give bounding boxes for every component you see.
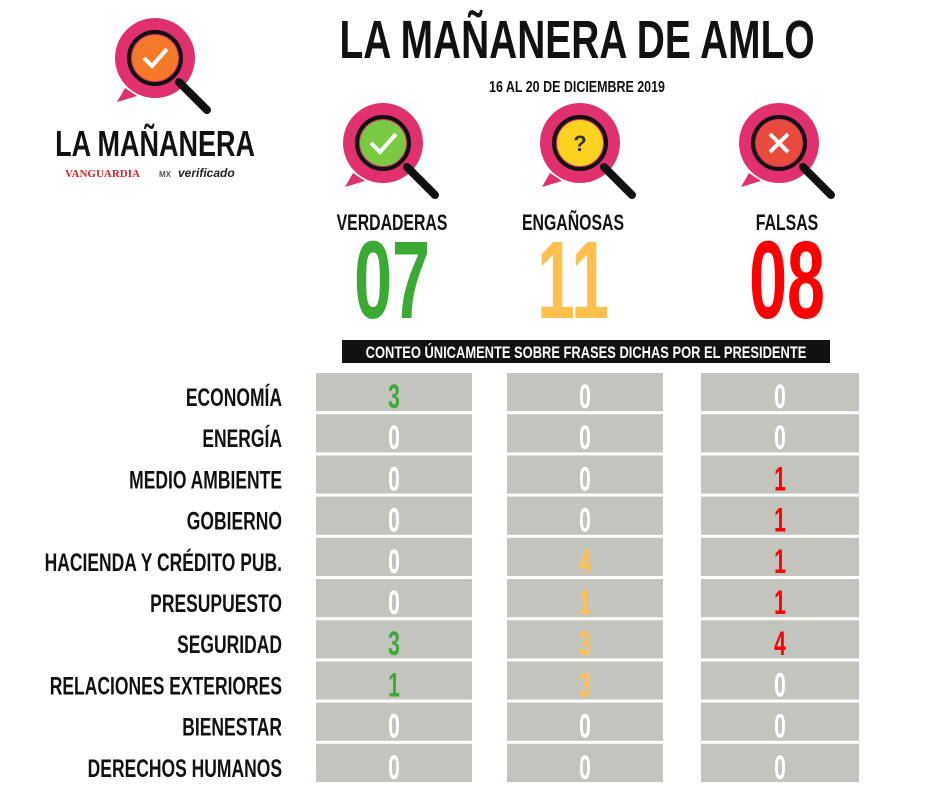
- column-count: 08: [749, 219, 825, 342]
- cell-value: 0: [388, 542, 400, 580]
- cell-value: 1: [774, 459, 786, 497]
- cell: [507, 620, 663, 659]
- cell: [701, 537, 859, 576]
- cell-value: 3: [388, 624, 400, 662]
- title: LA MAÑANERA DE AMLO: [339, 9, 814, 70]
- cell: [316, 620, 472, 659]
- cell: [507, 373, 663, 412]
- logo-name: LA MAÑANERA: [55, 123, 255, 164]
- cell-value: 1: [774, 500, 786, 538]
- cell-value: 0: [579, 748, 591, 786]
- cell: [701, 414, 859, 453]
- cell-value: 0: [579, 377, 591, 415]
- row-label: MEDIO AMBIENTE: [129, 465, 282, 494]
- cell-value: 4: [579, 542, 591, 580]
- cell-value: 0: [388, 500, 400, 538]
- row-label: GOBIERNO: [187, 506, 282, 535]
- logo-icon: [115, 18, 207, 110]
- true-icon: [343, 103, 435, 195]
- row-label: BIENESTAR: [182, 712, 282, 741]
- cell: [316, 414, 472, 453]
- row-label: ECONOMÍA: [186, 383, 282, 412]
- cell: [507, 414, 663, 453]
- cell: [701, 455, 859, 494]
- cell: [507, 661, 663, 700]
- cell: [701, 743, 859, 782]
- cell: [316, 661, 472, 700]
- column-label: VERDADERAS: [337, 212, 448, 236]
- cell: [316, 455, 472, 494]
- cell-value: 0: [774, 418, 786, 456]
- row-label: SEGURIDAD: [177, 630, 282, 659]
- cell-value: 0: [579, 418, 591, 456]
- cell-value: 1: [774, 542, 786, 580]
- column-label: ENGAÑOSAS: [522, 210, 624, 235]
- subtitle: 16 AL 20 DE DICIEMBRE 2019: [489, 79, 665, 97]
- svg-text:?: ?: [573, 131, 586, 156]
- cell: [507, 579, 663, 618]
- cell: [701, 496, 859, 535]
- cell-value: 1: [579, 583, 591, 621]
- cell-value: 0: [774, 748, 786, 786]
- cell-value: 0: [774, 706, 786, 744]
- cell-value: 0: [774, 377, 786, 415]
- cell-value: 3: [579, 665, 591, 703]
- brand-suffix: MX: [159, 170, 172, 179]
- cell: [316, 702, 472, 741]
- cell: [701, 702, 859, 741]
- cell: [701, 620, 859, 659]
- cell-value: 0: [579, 706, 591, 744]
- cell: [701, 579, 859, 618]
- cell-value: 0: [388, 459, 400, 497]
- cell: [507, 537, 663, 576]
- cell-value: 3: [388, 377, 400, 415]
- cell: [507, 455, 663, 494]
- cell-value: 3: [579, 624, 591, 662]
- row-label: RELACIONES EXTERIORES: [50, 671, 282, 700]
- partner: verificado: [178, 166, 235, 180]
- cell: [701, 373, 859, 412]
- cell: [316, 373, 472, 412]
- column-count: 07: [354, 219, 430, 342]
- cell-value: 0: [579, 459, 591, 497]
- cell: [507, 702, 663, 741]
- cell-value: 1: [388, 665, 400, 703]
- cell-value: 0: [388, 418, 400, 456]
- cell-value: 0: [579, 500, 591, 538]
- false-icon: [739, 103, 831, 195]
- row-label: ENERGÍA: [202, 424, 282, 453]
- cell-value: 1: [774, 583, 786, 621]
- cell: [507, 496, 663, 535]
- cell-value: 4: [774, 624, 786, 662]
- column-count: 11: [537, 219, 609, 342]
- cell: [316, 496, 472, 535]
- cell: [507, 743, 663, 782]
- row-label: DERECHOS HUMANOS: [88, 754, 282, 783]
- cell: [316, 743, 472, 782]
- cell: [316, 579, 472, 618]
- column-label: FALSAS: [756, 212, 819, 236]
- row-label: PRESUPUESTO: [150, 589, 282, 618]
- cell-value: 0: [774, 665, 786, 703]
- cell: [316, 537, 472, 576]
- misleading-icon: ?: [540, 103, 632, 195]
- cell-value: 0: [388, 583, 400, 621]
- cell-value: 0: [388, 748, 400, 786]
- cell: [701, 661, 859, 700]
- note-bar: [342, 340, 830, 363]
- note: CONTEO ÚNICAMENTE SOBRE FRASES DICHAS PO…: [366, 342, 807, 362]
- cell-value: 0: [388, 706, 400, 744]
- row-label: HACIENDA Y CRÉDITO PUB.: [45, 548, 282, 577]
- brand: VANGUARDIA: [65, 168, 140, 180]
